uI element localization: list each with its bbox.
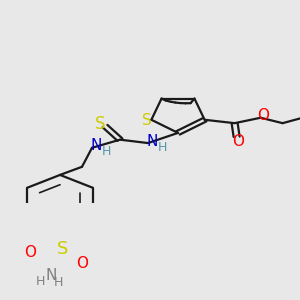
Text: S: S [142,113,152,128]
Text: H: H [53,276,63,289]
Text: O: O [232,134,244,149]
Text: S: S [57,240,69,258]
Text: O: O [256,107,268,122]
Text: H: H [35,275,45,288]
Text: N: N [146,134,158,148]
Text: S: S [95,115,105,133]
Text: H: H [101,146,111,158]
Text: O: O [76,256,88,271]
Text: N: N [45,268,57,283]
Text: H: H [157,141,167,154]
Text: O: O [24,245,36,260]
Text: N: N [90,138,102,153]
